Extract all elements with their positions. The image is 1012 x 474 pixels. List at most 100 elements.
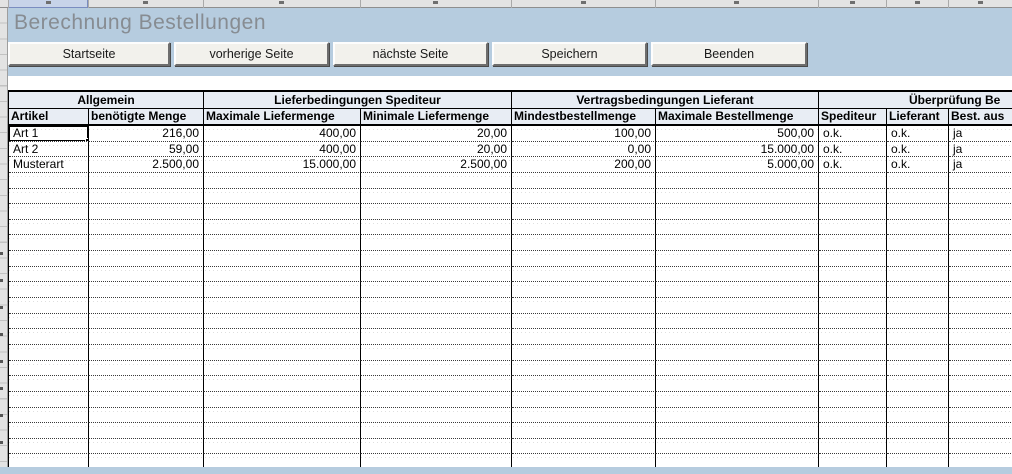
table-cell[interactable] — [656, 329, 819, 345]
table-cell[interactable] — [512, 329, 656, 345]
table-cell[interactable] — [887, 298, 949, 314]
table-cell[interactable]: 400,00 — [204, 126, 361, 142]
table-cell[interactable] — [361, 282, 512, 299]
table-cell[interactable] — [949, 220, 1012, 236]
table-cell[interactable]: 20,00 — [361, 126, 512, 142]
table-cell[interactable] — [819, 188, 887, 205]
table-cell[interactable] — [887, 438, 949, 455]
table-cell[interactable] — [9, 376, 89, 392]
table-cell[interactable] — [656, 204, 819, 220]
exit-button[interactable]: Beenden — [651, 42, 807, 66]
table-cell[interactable]: o.k. — [819, 141, 887, 158]
table-cell[interactable] — [887, 282, 949, 299]
table-cell[interactable] — [949, 423, 1012, 439]
table-cell[interactable] — [361, 172, 512, 189]
table-cell[interactable] — [656, 313, 819, 330]
table-cell[interactable]: o.k. — [887, 157, 949, 173]
table-cell[interactable] — [89, 344, 204, 361]
table-cell[interactable]: 2.500,00 — [361, 157, 512, 173]
table-cell[interactable]: 500,00 — [656, 126, 819, 142]
table-cell[interactable] — [887, 204, 949, 220]
table-cell[interactable] — [361, 376, 512, 392]
table-cell[interactable] — [204, 235, 361, 252]
table-cell[interactable] — [656, 219, 819, 236]
table-cell[interactable] — [204, 188, 361, 205]
table-cell[interactable] — [204, 251, 361, 267]
table-cell[interactable] — [819, 376, 887, 392]
table-cell[interactable] — [949, 392, 1012, 408]
table-cell[interactable] — [949, 361, 1012, 377]
table-cell[interactable] — [819, 313, 887, 330]
column-header-lieferant[interactable]: Lieferant — [887, 109, 949, 126]
group-header-lieferant[interactable]: Vertragsbedingungen Lieferant — [512, 92, 819, 109]
table-cell[interactable] — [949, 251, 1012, 267]
table-cell[interactable] — [361, 188, 512, 205]
table-cell[interactable] — [512, 423, 656, 439]
table-cell[interactable] — [361, 438, 512, 455]
table-cell[interactable] — [656, 360, 819, 377]
table-cell[interactable] — [656, 298, 819, 314]
table-cell[interactable] — [9, 391, 89, 408]
column-header-max-bestellmenge[interactable]: Maximale Bestellmenge — [656, 109, 819, 126]
column-header-best-aus[interactable]: Best. aus — [949, 109, 1012, 126]
table-cell[interactable] — [361, 423, 512, 439]
column-header-max-liefermenge[interactable]: Maximale Liefermenge — [204, 109, 361, 126]
table-cell[interactable] — [9, 344, 89, 361]
table-cell[interactable] — [204, 219, 361, 236]
group-header-spediteur[interactable]: Lieferbedingungen Spediteur — [204, 92, 512, 109]
group-header-ueberpruefung[interactable]: Überprüfung Be — [819, 92, 1012, 109]
table-cell[interactable] — [949, 314, 1012, 330]
table-cell[interactable] — [204, 376, 361, 392]
table-cell[interactable] — [204, 407, 361, 424]
table-cell[interactable] — [89, 376, 204, 392]
table-cell[interactable] — [512, 313, 656, 330]
table-cell[interactable] — [819, 172, 887, 189]
table-cell[interactable] — [887, 391, 949, 408]
table-cell[interactable] — [9, 282, 89, 299]
table-cell[interactable] — [89, 423, 204, 439]
table-cell[interactable] — [512, 376, 656, 392]
table-cell[interactable] — [89, 313, 204, 330]
table-cell[interactable]: 400,00 — [204, 141, 361, 158]
table-cell[interactable] — [89, 407, 204, 424]
table-cell[interactable] — [819, 204, 887, 220]
table-cell[interactable] — [656, 172, 819, 189]
table-cell[interactable] — [819, 251, 887, 267]
column-header-spediteur[interactable]: Spediteur — [819, 109, 887, 126]
table-cell[interactable] — [89, 235, 204, 252]
table-cell[interactable] — [9, 251, 89, 267]
table-cell[interactable] — [512, 344, 656, 361]
table-cell[interactable] — [819, 360, 887, 377]
table-cell[interactable] — [9, 313, 89, 330]
table-cell[interactable] — [887, 329, 949, 345]
table-cell[interactable] — [204, 438, 361, 455]
table-cell[interactable]: Musterart — [9, 157, 89, 173]
table-cell[interactable]: o.k. — [819, 126, 887, 142]
table-cell[interactable] — [9, 423, 89, 439]
table-cell[interactable] — [204, 329, 361, 345]
table-cell[interactable]: 200,00 — [512, 157, 656, 173]
table-cell[interactable] — [361, 344, 512, 361]
table-cell[interactable] — [656, 282, 819, 299]
table-cell[interactable] — [204, 172, 361, 189]
table-cell[interactable] — [819, 235, 887, 252]
table-cell[interactable] — [656, 376, 819, 392]
next-page-button[interactable]: nächste Seite — [333, 42, 488, 66]
table-cell[interactable] — [9, 360, 89, 377]
table-cell[interactable] — [656, 438, 819, 455]
table-cell[interactable]: o.k. — [887, 126, 949, 142]
table-cell[interactable] — [361, 329, 512, 345]
table-cell[interactable]: ja — [949, 157, 1012, 173]
table-cell[interactable] — [819, 298, 887, 314]
table-cell[interactable] — [512, 188, 656, 205]
table-cell[interactable] — [9, 266, 89, 283]
table-cell[interactable] — [887, 423, 949, 439]
table-cell[interactable] — [512, 360, 656, 377]
table-cell[interactable] — [656, 344, 819, 361]
table-cell[interactable] — [887, 172, 949, 189]
table-cell[interactable]: 15.000,00 — [656, 141, 819, 158]
table-cell[interactable] — [512, 438, 656, 455]
table-cell[interactable] — [204, 313, 361, 330]
table-cell[interactable] — [819, 438, 887, 455]
table-cell[interactable] — [819, 219, 887, 236]
